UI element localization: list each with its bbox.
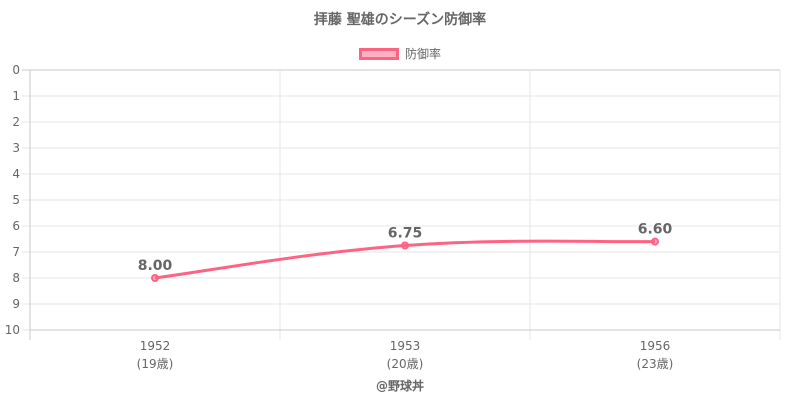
y-tick-label: 2 [12,115,20,129]
y-tick-label: 8 [12,271,20,285]
legend[interactable]: 防御率 [0,45,800,62]
legend-label: 防御率 [404,47,441,61]
y-tick-label: 0 [12,63,20,77]
y-tick-label: 5 [12,193,20,207]
x-tick-label: 1956 [640,339,671,353]
data-point [651,237,659,246]
footer-credit: @野球丼 [375,379,424,393]
y-tick-label: 1 [12,89,20,103]
y-tick-label: 9 [12,297,20,311]
x-tick-sublabel: (20歳) [387,357,424,371]
data-label: 6.75 [388,226,423,242]
y-tick-label: 4 [12,167,20,181]
data-label: 6.60 [638,222,673,238]
y-tick-label: 7 [12,245,20,259]
data-point [401,241,409,250]
chart-title: 拝藤 聖雄のシーズン防御率 [313,12,487,28]
y-tick-label: 10 [5,323,20,337]
legend-swatch [358,47,399,60]
x-tick-sublabel: (23歳) [637,357,674,371]
data-label: 8.00 [138,258,173,274]
x-tick-label: 1953 [390,339,421,353]
y-tick-label: 3 [12,141,20,155]
x-tick-sublabel: (19歳) [137,357,174,371]
y-tick-label: 6 [12,219,20,233]
data-point [151,274,159,282]
x-tick-label: 1952 [140,339,171,353]
